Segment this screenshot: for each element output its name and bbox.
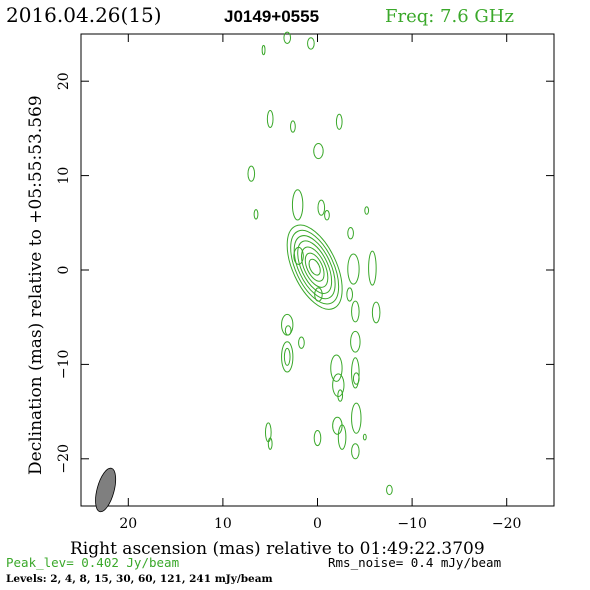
y-tick-label-4: 20 [56, 72, 72, 90]
core-contour-2 [293, 235, 336, 300]
contour-island-32 [337, 389, 344, 402]
y-axis-label: Declination (mas) relative to +05:55:53.… [26, 95, 46, 475]
contour-island-14 [347, 227, 354, 240]
contour-island-10 [364, 206, 370, 215]
contour-levels: Levels: 2, 4, 8, 15, 30, 60, 121, 241 mJ… [6, 573, 273, 585]
contour-island-18 [351, 300, 360, 323]
y-tick-labels: −20 −10 0 10 20 [56, 72, 72, 473]
contour-island-12 [324, 210, 330, 221]
core-contour-4 [301, 246, 329, 288]
contour-island-4 [290, 120, 296, 133]
contour-island-28 [351, 357, 360, 389]
contour-island-0 [261, 44, 266, 56]
contour-island-9 [291, 189, 304, 221]
y-tick-label-2: 0 [56, 266, 72, 275]
contour-island-40 [386, 484, 393, 496]
plot-frame [80, 33, 555, 507]
contour-island-1 [283, 31, 292, 44]
y-tick-label-0: −20 [56, 444, 72, 474]
contour-island-6 [313, 143, 324, 160]
y-tick-label-3: 10 [56, 167, 72, 185]
contour-island-7 [247, 165, 256, 182]
contour-island-25 [283, 347, 291, 366]
contour-island-37 [313, 429, 322, 447]
contour-island-15 [347, 253, 360, 285]
contour-island-22 [284, 325, 292, 336]
x-tick-labels: 20 10 0 −10 −20 [119, 516, 521, 532]
contour-island-23 [298, 336, 305, 349]
contour-island-19 [371, 301, 381, 324]
contour-island-34 [351, 443, 360, 460]
x-axis-label: Right ascension (mas) relative to 01:49:… [70, 539, 485, 559]
observation-date: 2016.04.26(15) [6, 3, 162, 27]
contour-island-29 [352, 372, 360, 385]
contour-island-26 [350, 330, 361, 353]
contour-island-36 [267, 437, 273, 450]
y-tick-label-1: −10 [56, 350, 72, 380]
contour-island-20 [314, 287, 323, 302]
contour-island-35 [264, 422, 272, 443]
core-contour-5 [304, 252, 325, 282]
contour-island-38 [337, 424, 347, 450]
x-tick-label-3: −10 [397, 516, 427, 532]
core-contour-6 [308, 258, 321, 276]
contour-island-8 [253, 209, 259, 220]
core-contour-0 [286, 224, 343, 310]
core-contour-1 [290, 229, 340, 305]
x-tick-label-2: 0 [313, 516, 322, 532]
contour-island-5 [335, 113, 343, 130]
contour-island-24 [281, 341, 294, 373]
contour-island-2 [307, 37, 315, 50]
peak-level: Peak_lev= 0.402 Jy/beam [6, 555, 179, 570]
contour-island-11 [317, 199, 326, 216]
x-tick-label-1: 10 [214, 516, 232, 532]
contour-island-27 [330, 354, 343, 382]
contour-island-33 [332, 416, 343, 435]
contour-island-13 [293, 246, 304, 265]
contour-island-17 [368, 250, 377, 286]
axis-ticks [81, 34, 554, 506]
contour-island-16 [346, 287, 354, 302]
beam-ellipse-group [95, 467, 117, 513]
contour-island-30 [351, 402, 362, 434]
frequency-label: Freq: 7.6 GHz [385, 6, 514, 27]
contour-island-3 [266, 109, 274, 128]
core-contour-3 [297, 240, 333, 294]
contour-group [247, 31, 393, 496]
x-tick-label-4: −20 [492, 516, 522, 532]
x-tick-label-0: 20 [119, 516, 137, 532]
contour-island-39 [362, 433, 367, 441]
rms-noise: Rms_noise= 0.4 mJy/beam [328, 555, 501, 570]
source-name: J0149+0555 [224, 7, 319, 26]
beam-ellipse [95, 467, 117, 513]
